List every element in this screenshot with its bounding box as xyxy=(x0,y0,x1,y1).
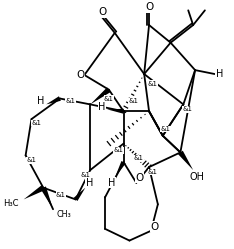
Text: &1: &1 xyxy=(148,81,158,87)
Text: H: H xyxy=(86,178,93,188)
Text: CH₃: CH₃ xyxy=(57,210,72,219)
Polygon shape xyxy=(46,96,61,104)
Text: &1: &1 xyxy=(161,126,171,132)
Polygon shape xyxy=(178,151,193,170)
Polygon shape xyxy=(24,185,45,199)
Text: O: O xyxy=(135,173,143,183)
Text: H: H xyxy=(98,102,106,112)
Text: &1: &1 xyxy=(128,98,138,105)
Text: O: O xyxy=(145,2,153,12)
Text: OH: OH xyxy=(190,172,205,182)
Polygon shape xyxy=(74,188,85,201)
Text: &1: &1 xyxy=(148,169,158,175)
Text: &1: &1 xyxy=(80,172,90,178)
Text: &1: &1 xyxy=(182,106,192,112)
Text: &1: &1 xyxy=(31,120,41,126)
Text: H: H xyxy=(108,178,116,188)
Polygon shape xyxy=(40,187,53,209)
Text: O: O xyxy=(76,70,85,80)
Text: H: H xyxy=(216,69,223,79)
Text: &1: &1 xyxy=(66,98,76,105)
Polygon shape xyxy=(115,161,126,178)
Polygon shape xyxy=(107,109,124,114)
Text: &1: &1 xyxy=(26,157,37,163)
Text: O: O xyxy=(151,222,159,232)
Polygon shape xyxy=(90,87,111,104)
Text: H₃C: H₃C xyxy=(3,199,19,208)
Text: H: H xyxy=(37,96,44,107)
Text: O: O xyxy=(98,7,106,17)
Text: &1: &1 xyxy=(56,191,66,197)
Text: &1: &1 xyxy=(104,96,114,102)
Text: &1: &1 xyxy=(133,155,143,161)
Text: &1: &1 xyxy=(114,147,124,153)
